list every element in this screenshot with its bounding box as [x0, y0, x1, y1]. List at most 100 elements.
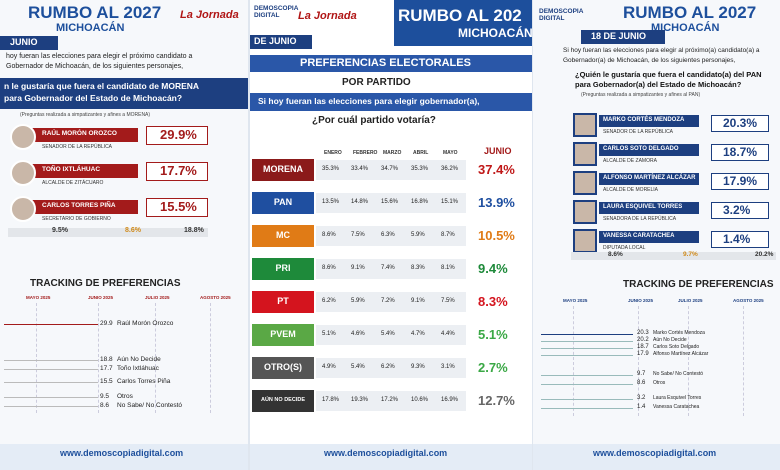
candidate-pct: 20.3% — [723, 116, 758, 130]
track-value: 17.9 — [637, 351, 649, 357]
question-bar — [250, 93, 532, 111]
name-bar — [599, 173, 699, 185]
photo — [10, 160, 36, 186]
footer-band — [533, 444, 780, 470]
footer: www.demoscopiadigital.com — [324, 448, 448, 458]
cell-value: 3.1% — [441, 364, 455, 370]
logo: DEMOSCOPIA DIGITAL — [539, 8, 584, 22]
title-box — [394, 0, 532, 46]
june-value: 5.1% — [478, 327, 508, 342]
month-line — [688, 306, 689, 416]
column-header: ABRIL — [413, 150, 429, 156]
cell-value: 5.9% — [411, 232, 425, 238]
cell-value: 4.4% — [441, 331, 455, 337]
cell-value: 33.4% — [351, 166, 369, 172]
month: AGOSTO 2025 — [733, 298, 764, 303]
month-line — [210, 303, 211, 413]
month-line — [573, 306, 574, 416]
candidate-role: SECRETARIO DE GOBIERNO — [42, 216, 111, 222]
track-line — [541, 399, 633, 400]
cell-value: 7.2% — [381, 298, 395, 304]
cell-value: 5.1% — [322, 331, 336, 337]
footer: www.demoscopiadigital.com — [60, 448, 184, 458]
track-line — [541, 355, 633, 356]
cell-value: 7.4% — [381, 265, 395, 271]
cell-value: 8.7% — [441, 232, 455, 238]
party-name: MORENA — [263, 164, 303, 174]
month-line — [98, 303, 99, 413]
name-bar — [599, 144, 699, 156]
month-line — [638, 306, 639, 416]
track-value: 20.3 — [637, 330, 649, 336]
cell-value: 7.5% — [441, 298, 455, 304]
party-name: OTRO(S) — [264, 362, 302, 372]
candidate-name: ALFONSO MARTÍNEZ ALCÁZAR — [603, 175, 696, 181]
other-pct: 8.6% — [125, 227, 141, 234]
question-banner — [0, 78, 248, 109]
june-value: 13.9% — [478, 195, 515, 210]
month: AGOSTO 2025 — [200, 295, 231, 300]
row-band — [316, 358, 466, 378]
cell-value: 17.2% — [381, 397, 399, 403]
party-name: PRI — [275, 263, 291, 273]
date: JUNIO — [10, 37, 38, 47]
question-line: para Gobernador del Estado de Michoacán? — [4, 93, 183, 103]
name-bar — [26, 200, 138, 214]
question-line: ¿Quién le gustaría que fuera el candidat… — [575, 70, 762, 79]
tracking-title: TRACKING DE PREFERENCIAS — [30, 278, 181, 289]
logo: DEMOSCOPIA DIGITAL — [254, 5, 299, 19]
footer-band — [0, 444, 248, 470]
june-value: 2.7% — [478, 360, 508, 375]
party-name: PVEM — [270, 329, 296, 339]
candidate-role: ALCALDE DE MORELIA — [603, 187, 659, 193]
track-line — [4, 382, 98, 383]
question-line: para Gobernador(a) del Estado de Michoac… — [575, 80, 742, 89]
june-value: 9.4% — [478, 261, 508, 276]
intro-line: hoy fueran las elecciones para elegir el… — [6, 53, 193, 60]
candidate-name: MARKO CORTÉS MENDOZA — [603, 117, 685, 123]
candidate-name: VANESSA CARATACHEA — [603, 233, 675, 239]
subtitle: MICHOACÁN — [56, 22, 125, 34]
cell-value: 8.3% — [411, 265, 425, 271]
candidate-name: TOÑO IXTLÁHUAC — [42, 166, 101, 173]
cell-value: 6.3% — [381, 232, 395, 238]
cell-value: 10.6% — [411, 397, 429, 403]
june-value: 37.4% — [478, 162, 515, 177]
candidate-pct: 29.9% — [160, 127, 197, 142]
subtitle: MICHOACÁN — [458, 26, 533, 40]
row-band — [316, 391, 466, 411]
photo — [573, 229, 597, 253]
tracking-title: TRACKING DE PREFERENCIAS — [623, 279, 774, 290]
cell-value: 5.4% — [381, 331, 395, 337]
intro-line: Si hoy fueran las elecciones para elegir… — [563, 47, 760, 54]
cell-value: 6.2% — [322, 298, 336, 304]
title: RUMBO AL 2027 — [623, 3, 757, 22]
section: PREFERENCIAS ELECTORALES — [300, 57, 471, 69]
month: JULIO 2025 — [145, 295, 170, 300]
pct-box — [711, 173, 769, 190]
cell-value: 9.1% — [351, 265, 365, 271]
cell-value: 9.3% — [411, 364, 425, 370]
june-value: 8.3% — [478, 294, 508, 309]
title: RUMBO AL 202 — [398, 6, 522, 25]
cell-value: 6.2% — [381, 364, 395, 370]
month: MAYO 2025 — [26, 295, 51, 300]
photo — [573, 200, 597, 224]
section-bar — [250, 55, 532, 72]
party-box — [252, 291, 314, 313]
date-badge — [250, 35, 312, 49]
track-value: 29.9 — [100, 320, 113, 327]
candidate-pct: 17.7% — [160, 163, 197, 178]
track-line — [4, 360, 98, 361]
track-label: Otros — [653, 380, 666, 386]
cell-value: 7.5% — [351, 232, 365, 238]
cell-value: 16.8% — [411, 199, 429, 205]
month-line — [36, 303, 37, 413]
other-pct: 8.6% — [608, 251, 623, 258]
track-label: Carlos Soto Delgado — [653, 344, 700, 350]
track-label: Aún No Decide — [653, 337, 687, 343]
month: JUNIO 2025 — [628, 298, 654, 303]
candidate-name: LAURA ESQUIVEL TORRES — [603, 204, 683, 210]
date-badge — [581, 30, 665, 44]
party-box — [252, 324, 314, 346]
